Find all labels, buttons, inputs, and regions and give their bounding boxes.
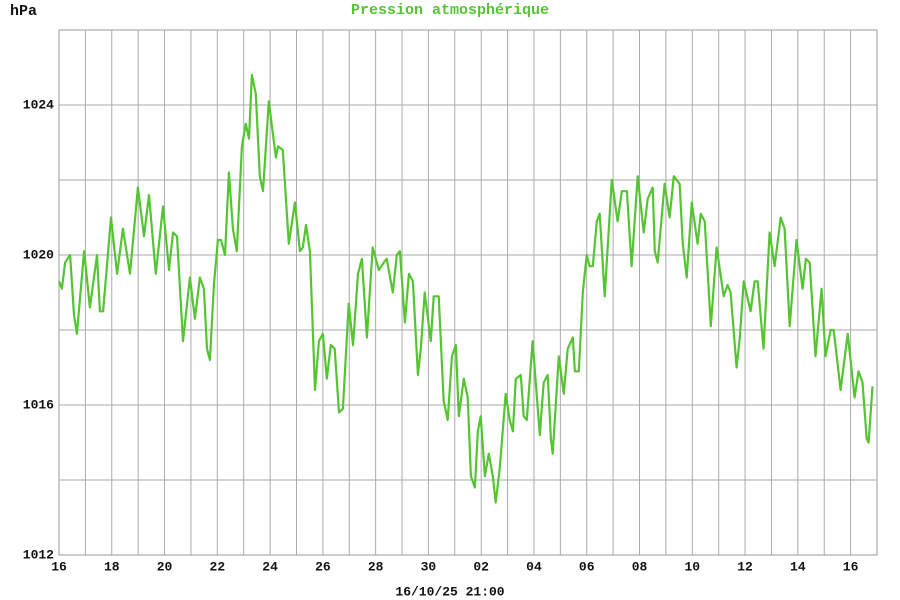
y-axis-label: hPa [10, 3, 37, 20]
x-axis-label: 16/10/25 21:00 [395, 584, 504, 599]
x-tick-label: 30 [421, 559, 437, 574]
x-tick-label: 20 [157, 559, 173, 574]
x-tick-label: 16 [843, 559, 859, 574]
y-tick-label: 1024 [23, 97, 54, 112]
x-tick-label: 02 [473, 559, 489, 574]
x-tick-label: 22 [210, 559, 226, 574]
x-tick-label: 24 [262, 559, 278, 574]
x-tick-label: 10 [684, 559, 700, 574]
y-tick-label: 1012 [23, 547, 54, 562]
chart-title: Pression atmosphérique [351, 2, 549, 19]
plot-frame [58, 29, 878, 556]
x-tick-label: 26 [315, 559, 331, 574]
y-tick-label: 1020 [23, 247, 54, 262]
line [57, 73, 874, 504]
x-tick-label: 28 [368, 559, 384, 574]
x-tick-label: 08 [632, 559, 648, 574]
x-tick-label: 04 [526, 559, 542, 574]
x-tick-label: 14 [790, 559, 806, 574]
x-tick-label: 06 [579, 559, 595, 574]
y-tick-label: 1016 [23, 397, 54, 412]
x-tick-label: 18 [104, 559, 120, 574]
x-tick-label: 16 [51, 559, 67, 574]
x-tick-label: 12 [737, 559, 753, 574]
